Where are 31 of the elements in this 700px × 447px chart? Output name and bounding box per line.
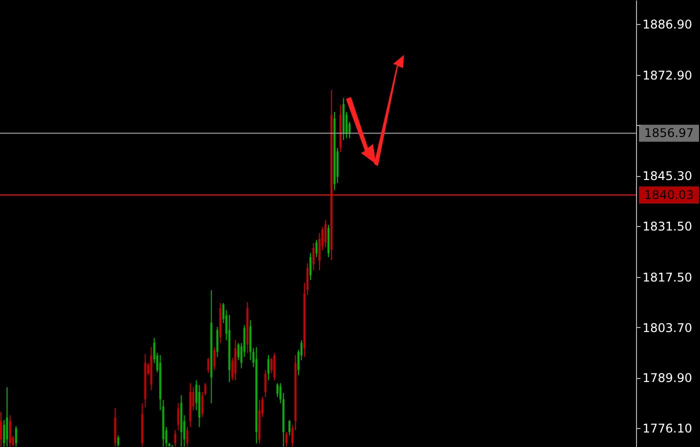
candlestick [309,252,312,281]
y-tick-label: 1886.90 [642,18,692,32]
candlestick [264,370,266,398]
y-tick-label: 1831.50 [642,220,692,234]
candlestick [0,412,2,447]
ref-line-label: 1840.03 [644,188,694,202]
candlestick [285,432,288,447]
candlestick [213,346,216,371]
candlestick [312,242,314,271]
candlestick [207,358,210,374]
candlestick [117,434,120,447]
candlestick [288,420,290,436]
y-tick-label: 1845.30 [642,169,692,184]
y-tick-label: 1789.90 [642,371,692,386]
candlestick [15,426,18,447]
candlestick [186,426,188,447]
candlestick [273,352,276,381]
candlestick [177,402,180,431]
y-tick-label: 1803.70 [642,320,692,335]
candlestick [9,414,12,447]
candlestick [216,326,218,358]
y-tick-label: 1776.10 [642,422,692,436]
candlestick [324,220,327,248]
candlestick [270,358,272,374]
candlestick [267,354,270,381]
y-tick-label: 1817.50 [642,270,692,285]
candlestick [316,239,318,258]
y-tick-label: 1872.90 [642,68,692,83]
candlestick [174,430,176,447]
ref-line-label: 1856.97 [644,126,694,140]
candlestick [6,386,8,447]
